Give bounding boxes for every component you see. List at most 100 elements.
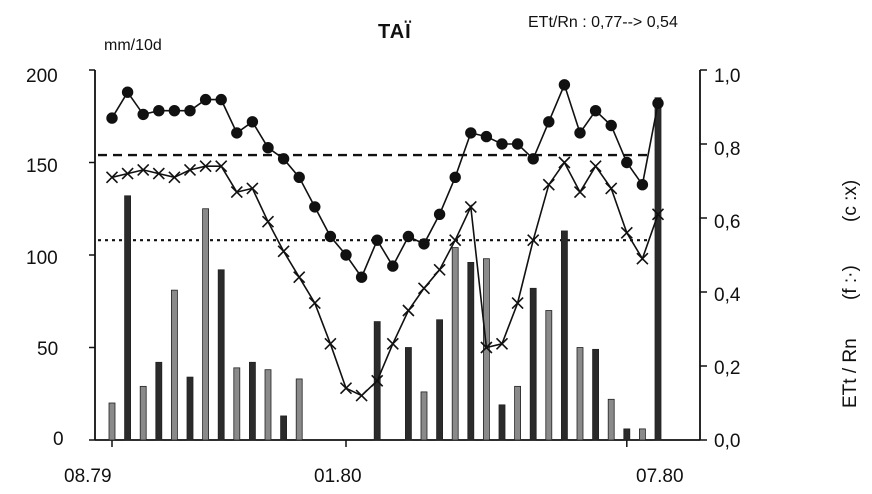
bar-20 <box>420 391 428 441</box>
cross-point-13 <box>308 297 321 310</box>
right-tick-label-1-0: 1,0 <box>714 66 740 87</box>
bar-35 <box>654 97 662 441</box>
circle-point-24 <box>480 130 493 143</box>
cross-point-3 <box>152 167 165 180</box>
circle-point-1 <box>121 86 134 98</box>
circle-point-29 <box>558 79 571 91</box>
x-tick-label-07-80: 07.80 <box>636 466 684 487</box>
left-tick-label-100: 100 <box>26 248 58 269</box>
cross-point-21 <box>433 263 446 276</box>
cross-point-19 <box>402 304 415 317</box>
left-tick-label-200: 200 <box>26 66 58 87</box>
x-axis-ticks: 08.79 01.80 07.80 <box>64 466 684 487</box>
circle-point-22 <box>449 171 461 184</box>
circle-point-28 <box>543 116 555 128</box>
cross-point-27 <box>527 234 540 247</box>
cross-point-18 <box>386 337 399 350</box>
cross-point-16 <box>355 389 368 402</box>
cross-point-35 <box>651 208 665 221</box>
circle-point-13 <box>309 201 321 213</box>
circle-point-26 <box>511 138 524 150</box>
cross-point-15 <box>339 382 353 395</box>
circle-point-9 <box>246 116 259 128</box>
circle-point-18 <box>387 260 399 272</box>
circle-point-17 <box>371 234 383 246</box>
circle-point-10 <box>262 142 274 154</box>
bar-10 <box>264 369 272 441</box>
cross-point-23 <box>464 200 477 213</box>
bar-30 <box>576 347 584 441</box>
circle-point-30 <box>574 127 586 139</box>
right-tick-label-0-0: 0,0 <box>714 431 740 452</box>
cross-point-34 <box>636 252 649 265</box>
circle-point-16 <box>355 271 368 283</box>
circle-point-34 <box>636 179 649 191</box>
cross-point-24 <box>480 341 493 354</box>
cross-series-line <box>111 160 659 397</box>
cross-point-1 <box>121 167 134 180</box>
cross-point-0 <box>105 171 119 184</box>
cross-point-20 <box>417 282 431 295</box>
bar-31 <box>592 348 599 441</box>
cross-point-7 <box>215 160 228 173</box>
x-tick-label-08-79: 08.79 <box>64 466 112 487</box>
circle-point-15 <box>340 249 352 261</box>
right-tick-label-0-2: 0,2 <box>714 358 740 379</box>
cross-point-29 <box>558 156 571 169</box>
axes <box>89 69 707 447</box>
bar-0 <box>108 402 116 441</box>
cross-point-11 <box>277 245 290 258</box>
cross-point-25 <box>495 337 509 350</box>
bar-26 <box>514 385 521 441</box>
circle-point-27 <box>527 153 539 165</box>
cross-point-6 <box>199 160 212 173</box>
cross-point-2 <box>137 163 150 176</box>
bar-27 <box>529 287 537 441</box>
bar-3 <box>155 361 163 441</box>
bar-28 <box>545 310 553 441</box>
chart-title: TAÏ <box>378 20 412 43</box>
left-axis-ticks: 200 150 100 50 0 <box>26 66 64 450</box>
bar-4 <box>170 289 178 441</box>
bar-11 <box>280 415 288 441</box>
circle-point-3 <box>153 105 165 117</box>
circle-point-20 <box>418 238 430 250</box>
right-axis-title-legend-c: (c :x) <box>840 180 861 222</box>
circle-point-31 <box>589 105 602 117</box>
bar-series <box>108 97 662 441</box>
cross-point-26 <box>511 297 524 310</box>
bar-21 <box>436 319 444 441</box>
bar-33 <box>623 428 631 441</box>
circle-point-11 <box>277 153 290 165</box>
bar-8 <box>233 367 241 441</box>
left-tick-label-150: 150 <box>26 156 58 177</box>
circle-point-32 <box>605 119 617 132</box>
circle-point-6 <box>199 93 212 106</box>
bar-29 <box>561 230 568 441</box>
cross-point-28 <box>542 178 555 191</box>
bar-24 <box>482 258 490 441</box>
right-axis-title-ratio: ETt / Rn <box>840 338 861 408</box>
right-axis-title: ETt / Rn (f :·) (c :x) <box>840 180 861 408</box>
bar-19 <box>404 347 412 441</box>
circle-point-19 <box>402 230 415 243</box>
cross-point-12 <box>293 271 306 284</box>
reference-lines <box>98 153 648 242</box>
cross-point-32 <box>605 182 618 195</box>
right-axis-title-legend-f: (f :·) <box>840 265 861 300</box>
right-tick-label-0-4: 0,4 <box>714 285 741 306</box>
x-tick-label-01-80: 01.80 <box>314 466 362 487</box>
circle-point-21 <box>433 208 446 221</box>
bar-2 <box>139 385 147 441</box>
circle-point-35 <box>652 97 664 110</box>
circle-point-5 <box>184 105 196 117</box>
left-tick-label-0: 0 <box>53 429 64 450</box>
bar-7 <box>217 269 225 441</box>
right-tick-label-0-6: 0,6 <box>714 212 740 233</box>
cross-point-14 <box>324 337 337 350</box>
right-axis-ticks: 1,0 0,8 0,6 0,4 0,2 0,0 <box>714 66 741 452</box>
cross-point-22 <box>449 234 462 247</box>
bar-9 <box>248 361 256 441</box>
bar-34 <box>639 428 646 441</box>
cross-point-30 <box>573 186 587 199</box>
